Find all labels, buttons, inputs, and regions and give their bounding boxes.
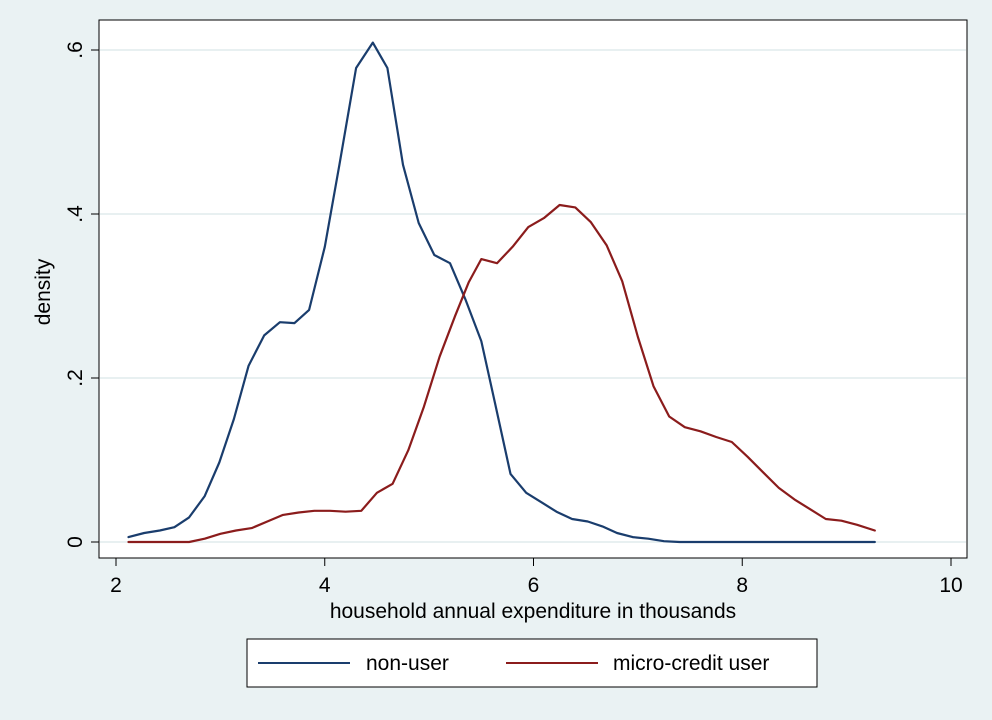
- y-axis-ticks: 0 .2 .4 .6: [64, 41, 99, 548]
- x-tick-label: 2: [110, 574, 122, 597]
- y-tick-label: .6: [64, 41, 87, 59]
- series-line-non-user: [127, 41, 876, 544]
- legend: non-user micro-credit user: [246, 638, 818, 688]
- x-tick-label: 10: [939, 574, 962, 597]
- series-lines: [127, 41, 876, 544]
- legend-label-non-user: non-user: [366, 652, 449, 675]
- y-axis-title: density: [32, 258, 55, 325]
- legend-label-micro-credit-user: micro-credit user: [613, 652, 769, 675]
- x-tick-label: 8: [736, 574, 748, 597]
- y-tick-label: .2: [64, 369, 87, 387]
- x-tick-label: 4: [319, 574, 331, 597]
- series-line-micro-credit-user: [127, 203, 876, 544]
- y-tick-label: 0: [64, 536, 87, 548]
- x-tick-label: 6: [528, 574, 540, 597]
- x-axis-title: household annual expenditure in thousand…: [330, 600, 736, 623]
- x-axis-ticks: 2 4 6 8 10: [110, 558, 963, 597]
- plot-area: [98, 19, 968, 559]
- y-tick-label: .4: [64, 205, 87, 223]
